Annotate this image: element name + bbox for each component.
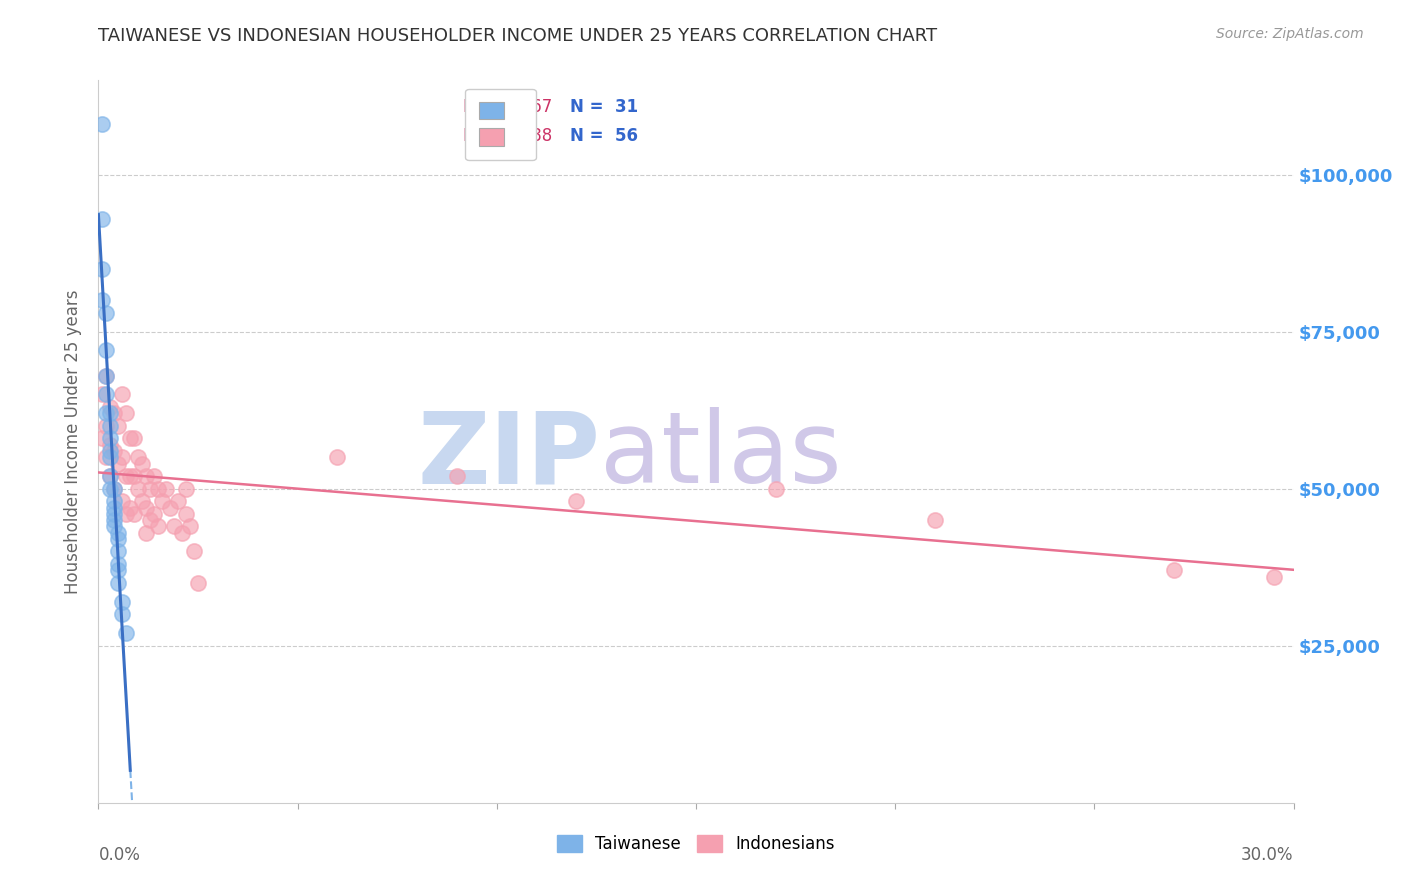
- Point: [120, 431, 142, 445]
- Point: [135, 469, 157, 483]
- Point: [91, 117, 114, 131]
- Point: [107, 457, 129, 471]
- Point: [96, 368, 118, 383]
- Text: Source: ZipAtlas.com: Source: ZipAtlas.com: [1216, 27, 1364, 41]
- Point: [139, 513, 162, 527]
- Point: [135, 525, 157, 540]
- Point: [163, 519, 186, 533]
- Point: [120, 500, 142, 515]
- Point: [96, 368, 118, 383]
- Point: [326, 450, 349, 465]
- Text: R = -0.288: R = -0.288: [463, 128, 553, 145]
- Point: [107, 525, 129, 540]
- Point: [91, 261, 114, 276]
- Point: [96, 387, 118, 401]
- Point: [111, 450, 134, 465]
- Point: [91, 293, 114, 308]
- Point: [135, 500, 157, 515]
- Point: [111, 387, 134, 401]
- Text: 0.0%: 0.0%: [98, 847, 141, 864]
- Point: [107, 544, 129, 558]
- Text: 30.0%: 30.0%: [1241, 847, 1294, 864]
- Point: [179, 519, 201, 533]
- Point: [107, 532, 129, 546]
- Point: [120, 469, 142, 483]
- Point: [174, 507, 197, 521]
- Text: TAIWANESE VS INDONESIAN HOUSEHOLDER INCOME UNDER 25 YEARS CORRELATION CHART: TAIWANESE VS INDONESIAN HOUSEHOLDER INCO…: [98, 27, 938, 45]
- Point: [148, 519, 170, 533]
- Point: [98, 406, 122, 420]
- Point: [172, 525, 194, 540]
- Point: [111, 607, 134, 622]
- Point: [107, 557, 129, 571]
- Point: [103, 513, 125, 527]
- Point: [127, 450, 149, 465]
- Point: [98, 444, 122, 458]
- Point: [91, 211, 114, 226]
- Point: [103, 494, 125, 508]
- Point: [96, 418, 118, 433]
- Point: [127, 482, 149, 496]
- Point: [107, 575, 129, 590]
- Point: [107, 563, 129, 577]
- Point: [124, 469, 146, 483]
- Text: atlas: atlas: [600, 408, 842, 505]
- Point: [103, 519, 125, 533]
- Point: [150, 494, 173, 508]
- Point: [765, 482, 787, 496]
- Point: [1263, 569, 1285, 583]
- Point: [1163, 563, 1185, 577]
- Legend: Taiwanese, Indonesians: Taiwanese, Indonesians: [550, 828, 842, 860]
- Point: [143, 507, 166, 521]
- Point: [98, 418, 122, 433]
- Point: [187, 575, 209, 590]
- Point: [103, 482, 125, 496]
- Point: [103, 406, 125, 420]
- Point: [98, 431, 122, 445]
- Point: [115, 469, 138, 483]
- Point: [143, 469, 166, 483]
- Point: [174, 482, 197, 496]
- Point: [98, 438, 122, 452]
- Point: [91, 387, 114, 401]
- Point: [131, 457, 153, 471]
- Point: [103, 500, 125, 515]
- Point: [91, 431, 114, 445]
- Point: [98, 469, 122, 483]
- Point: [98, 450, 122, 465]
- Point: [167, 494, 190, 508]
- Text: ZIP: ZIP: [418, 408, 600, 505]
- Point: [96, 406, 118, 420]
- Point: [98, 400, 122, 414]
- Point: [111, 595, 134, 609]
- Point: [96, 343, 118, 358]
- Point: [103, 507, 125, 521]
- Point: [124, 507, 146, 521]
- Text: N =  31: N = 31: [571, 98, 638, 116]
- Point: [115, 626, 138, 640]
- Point: [98, 482, 122, 496]
- Point: [446, 469, 468, 483]
- Text: N =  56: N = 56: [571, 128, 638, 145]
- Point: [96, 450, 118, 465]
- Point: [924, 513, 946, 527]
- Point: [139, 482, 162, 496]
- Point: [183, 544, 205, 558]
- Point: [96, 306, 118, 320]
- Point: [131, 494, 153, 508]
- Point: [148, 482, 170, 496]
- Point: [107, 418, 129, 433]
- Point: [565, 494, 588, 508]
- Point: [115, 507, 138, 521]
- Point: [159, 500, 181, 515]
- Point: [115, 406, 138, 420]
- Point: [103, 482, 125, 496]
- Point: [111, 494, 134, 508]
- Point: [155, 482, 177, 496]
- Text: R = -0.267: R = -0.267: [463, 98, 553, 116]
- Point: [103, 444, 125, 458]
- Point: [124, 431, 146, 445]
- Y-axis label: Householder Income Under 25 years: Householder Income Under 25 years: [65, 289, 83, 594]
- Point: [98, 469, 122, 483]
